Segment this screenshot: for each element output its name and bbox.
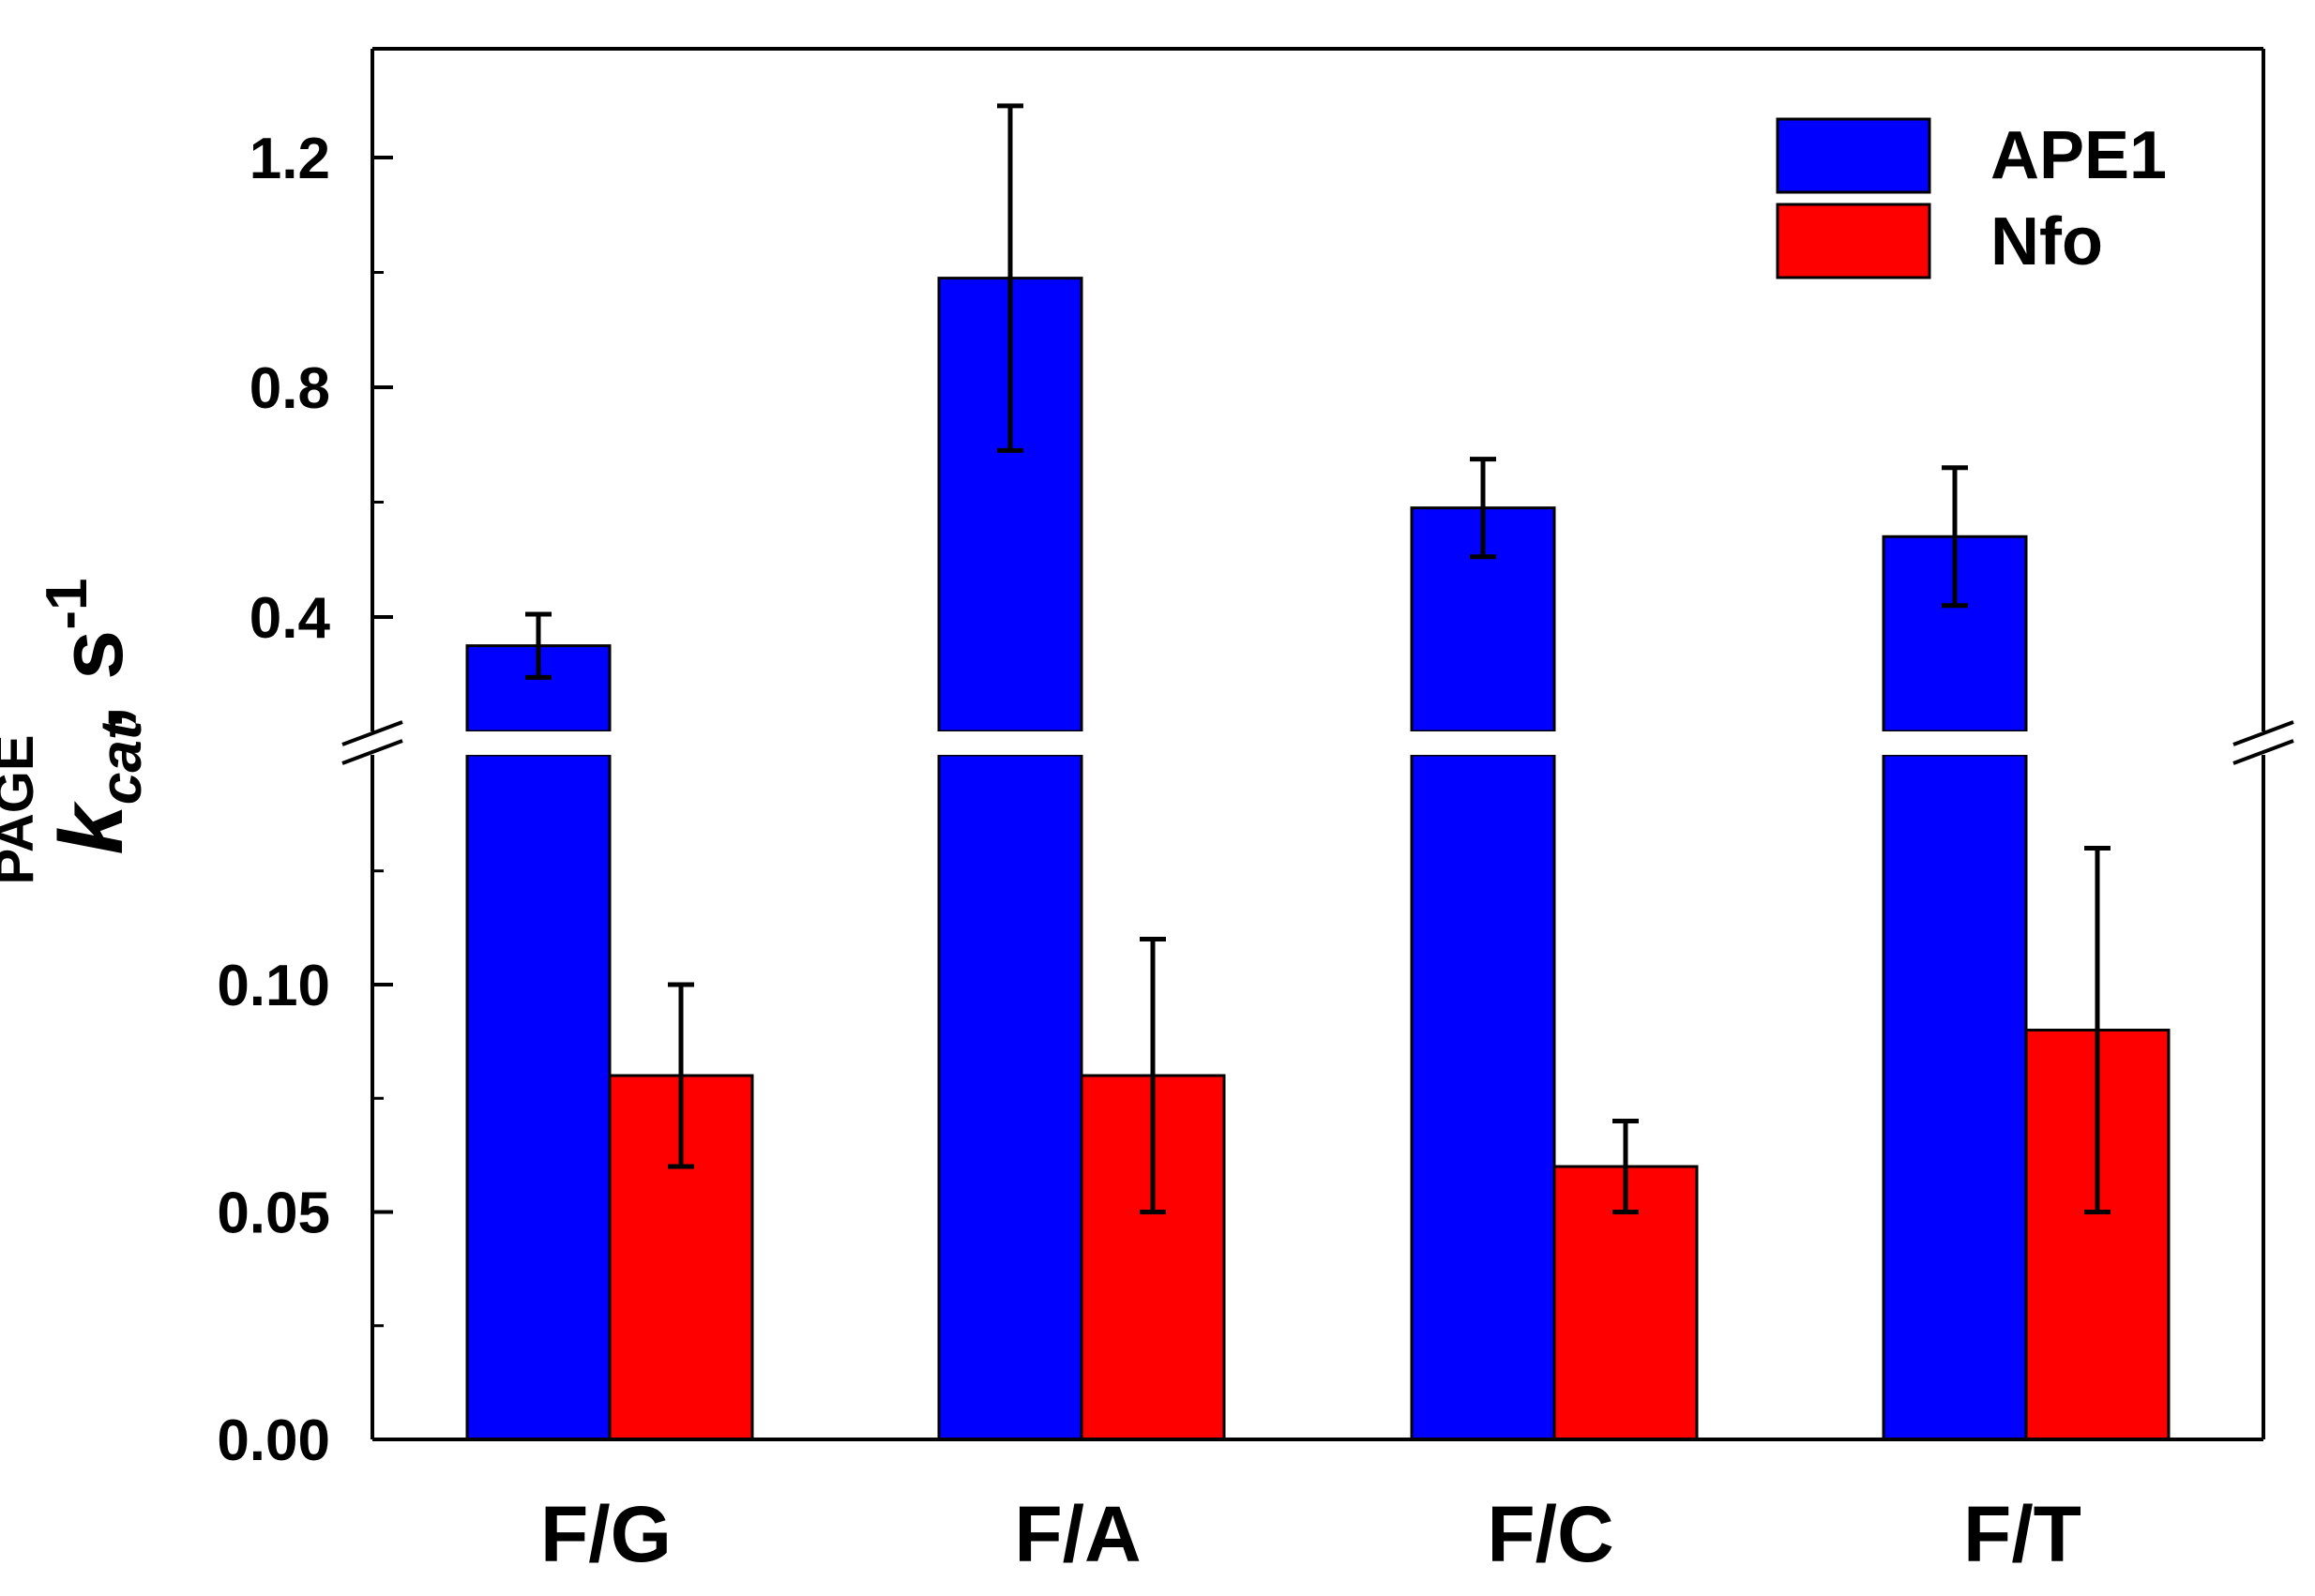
error-bars-layer [525,103,2111,1214]
x-tick-label-fa: F/A [1014,1490,1141,1578]
y-axis-title-unit: , s [41,630,142,730]
bar-break-gap-ape1-fg [464,731,613,755]
legend-label-nfo: Nfo [1990,204,2103,279]
y-tick-label-upper-0: 0.4 [250,586,331,651]
x-tick-label-fg: F/G [540,1490,672,1578]
bar-ape1-ft-lower [1882,753,2028,1441]
legend: APE1 Nfo [1776,117,2167,279]
axis-break-mark-right-2 [2232,739,2294,765]
bar-break-gap-ape1-ft [1881,731,2029,755]
y-tick-label-lower-2: 0.10 [217,954,330,1018]
legend-swatch-nfo [1776,203,1931,279]
y-tick-label-lower-0: 0.00 [217,1408,330,1473]
svg-text:kcatPAGE, s-1: kcat PAGE, s-1 [0,579,154,885]
bars-layer [464,277,2171,1441]
legend-label-ape1: APE1 [1990,118,2167,193]
x-tick-label-ft: F/T [1963,1490,2081,1578]
legend-swatch-ape1 [1776,117,1931,194]
y-axis-title-k: k [41,800,142,854]
y-tick-label-upper-2: 1.2 [250,127,330,191]
y-axis-title-unit-exponent: -1 [35,579,99,630]
axis-break-mark-left-1 [341,720,403,746]
y-tick-label-upper-1: 0.8 [250,356,330,421]
axes-layer: F/G F/A F/C F/T 0.00 0.05 0.10 0.4 0.8 1.2 [217,47,2294,1578]
bar-break-gap-ape1-fa [936,731,1084,755]
axis-break-mark-right-1 [2232,720,2294,746]
y-tick-label-lower-1: 0.05 [217,1182,330,1246]
x-tick-label-fc: F/C [1487,1490,1613,1578]
y-axis-title-superscript: PAGE [0,734,45,884]
axis-break-mark-left-2 [341,739,403,765]
bar-ape1-fc-lower [1410,753,1556,1441]
y-axis-title-subscript: cat [89,718,154,805]
bar-break-gap-ape1-fc [1409,731,1557,755]
y-axis-title: kcat PAGE, s-1 [0,579,154,885]
bar-ape1-fg-lower [465,753,612,1441]
bar-ape1-fa-lower [937,753,1083,1441]
